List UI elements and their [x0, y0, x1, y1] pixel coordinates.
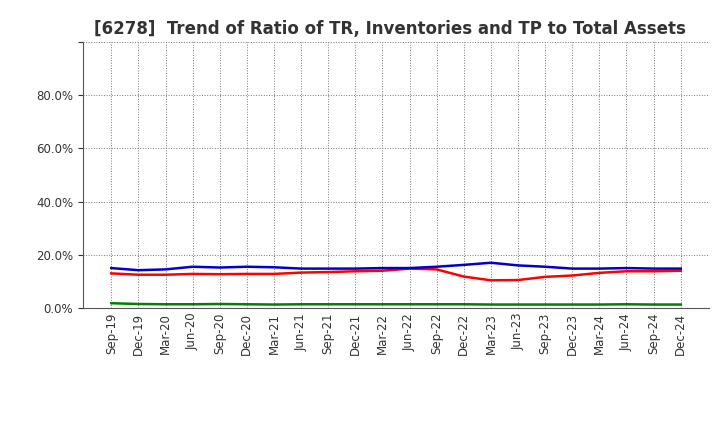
- Trade Payables: [541, 302, 549, 307]
- Line: Trade Payables: Trade Payables: [112, 303, 680, 304]
- Inventories: [649, 266, 658, 271]
- Trade Payables: [405, 302, 414, 307]
- Trade Payables: [676, 302, 685, 307]
- Trade Receivables: [541, 274, 549, 279]
- Trade Receivables: [189, 271, 197, 277]
- Inventories: [215, 265, 224, 270]
- Inventories: [676, 266, 685, 271]
- Trade Payables: [622, 302, 631, 307]
- Trade Payables: [513, 302, 522, 307]
- Trade Receivables: [270, 271, 279, 277]
- Inventories: [189, 264, 197, 269]
- Inventories: [432, 264, 441, 269]
- Inventories: [595, 266, 603, 271]
- Inventories: [134, 268, 143, 273]
- Inventories: [541, 264, 549, 269]
- Trade Receivables: [297, 270, 305, 275]
- Inventories: [107, 265, 116, 271]
- Text: [6278]  Trend of Ratio of TR, Inventories and TP to Total Assets: [6278] Trend of Ratio of TR, Inventories…: [94, 20, 685, 38]
- Inventories: [161, 267, 170, 272]
- Trade Receivables: [676, 268, 685, 273]
- Trade Receivables: [351, 269, 360, 274]
- Inventories: [351, 266, 360, 271]
- Trade Payables: [324, 302, 333, 307]
- Trade Payables: [215, 301, 224, 307]
- Trade Payables: [243, 302, 251, 307]
- Trade Receivables: [568, 273, 577, 278]
- Trade Payables: [595, 302, 603, 307]
- Trade Payables: [378, 302, 387, 307]
- Inventories: [405, 265, 414, 271]
- Trade Receivables: [107, 271, 116, 276]
- Line: Inventories: Inventories: [112, 263, 680, 270]
- Trade Receivables: [649, 269, 658, 274]
- Inventories: [297, 266, 305, 271]
- Trade Payables: [351, 302, 360, 307]
- Trade Receivables: [622, 269, 631, 274]
- Trade Receivables: [405, 266, 414, 271]
- Line: Trade Receivables: Trade Receivables: [112, 268, 680, 280]
- Trade Payables: [432, 302, 441, 307]
- Inventories: [622, 265, 631, 271]
- Trade Payables: [459, 302, 468, 307]
- Trade Receivables: [432, 267, 441, 272]
- Trade Receivables: [134, 272, 143, 277]
- Trade Receivables: [215, 271, 224, 277]
- Trade Receivables: [487, 278, 495, 283]
- Trade Receivables: [459, 274, 468, 279]
- Inventories: [487, 260, 495, 265]
- Trade Receivables: [378, 268, 387, 273]
- Inventories: [270, 264, 279, 270]
- Trade Payables: [487, 302, 495, 307]
- Trade Payables: [568, 302, 577, 307]
- Trade Payables: [134, 301, 143, 307]
- Inventories: [459, 262, 468, 268]
- Trade Receivables: [243, 271, 251, 277]
- Inventories: [243, 264, 251, 269]
- Trade Receivables: [513, 277, 522, 282]
- Trade Payables: [649, 302, 658, 307]
- Trade Payables: [297, 302, 305, 307]
- Inventories: [513, 263, 522, 268]
- Trade Payables: [107, 301, 116, 306]
- Trade Receivables: [161, 272, 170, 277]
- Trade Payables: [189, 302, 197, 307]
- Inventories: [324, 266, 333, 271]
- Trade Receivables: [595, 270, 603, 275]
- Inventories: [568, 266, 577, 271]
- Trade Payables: [270, 302, 279, 307]
- Trade Payables: [161, 302, 170, 307]
- Inventories: [378, 265, 387, 271]
- Trade Receivables: [324, 269, 333, 275]
